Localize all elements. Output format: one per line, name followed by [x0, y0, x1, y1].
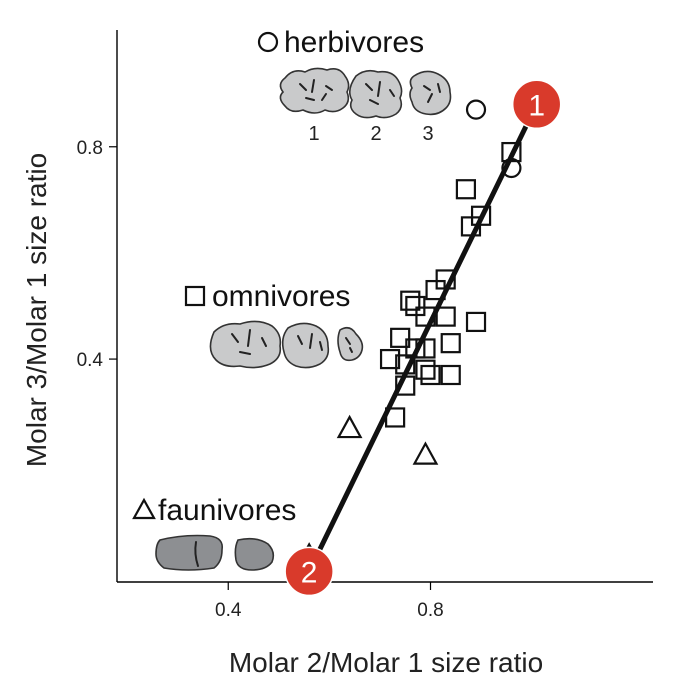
- molar-number-2: 2: [370, 123, 381, 145]
- point-faunivores: [412, 441, 439, 465]
- legend-triangle-marker: [132, 497, 156, 520]
- omnivore-molar-1-icon: [209, 320, 282, 369]
- y-tick-label: 0.8: [77, 138, 103, 159]
- crack-icon: [365, 81, 395, 105]
- molar-number-3: 3: [422, 123, 433, 145]
- herbivore-molar-1-icon: [279, 67, 350, 114]
- trend-endpoint-label: 1: [528, 89, 545, 122]
- trend-endpoint-label: 2: [301, 556, 318, 589]
- point-faunivores: [336, 414, 363, 439]
- point-herbivores: [465, 99, 487, 120]
- x-tick-label: 0.8: [417, 600, 443, 621]
- y-axis-label: Molar 3/Molar 1 size ratio: [21, 153, 52, 467]
- point-omnivores: [379, 348, 401, 370]
- crack-icon: [423, 83, 441, 103]
- point-omnivores: [440, 364, 461, 386]
- point-omnivores: [470, 205, 492, 226]
- point-omnivores: [415, 359, 436, 380]
- crack-icon: [194, 541, 199, 567]
- point-omnivores: [400, 290, 421, 311]
- point-omnivores: [455, 179, 477, 200]
- legend-label-herbivores: herbivores: [284, 26, 424, 59]
- point-omnivores: [465, 311, 487, 333]
- point-omnivores: [420, 364, 441, 386]
- legend-label-faunivores: faunivores: [158, 494, 296, 527]
- point-omnivores: [435, 306, 456, 327]
- herbivore-molar-3-icon: [409, 70, 452, 116]
- omnivore-molar-2-icon: [281, 322, 330, 369]
- x-tick-label: 0.4: [215, 600, 242, 621]
- axes: [116, 30, 653, 583]
- legend-label-omnivores: omnivores: [212, 280, 350, 313]
- crack-icon: [297, 333, 323, 351]
- point-omnivores: [390, 327, 411, 348]
- trend-endpoint-marker: [284, 546, 334, 597]
- crack-icon: [299, 79, 333, 101]
- crack-icon: [231, 329, 267, 355]
- legend-square-marker: [184, 285, 206, 307]
- omnivore-molar-icons: [209, 320, 364, 369]
- faunivore-molar-2-icon: [234, 537, 275, 571]
- legend-faunivores: faunivores: [132, 494, 296, 571]
- herbivore-molar-icons: [279, 67, 452, 119]
- crack-icon: [345, 337, 353, 353]
- molar-number-1: 1: [308, 123, 319, 145]
- legend-omnivores: omnivores: [184, 280, 364, 369]
- legend-herbivores: herbivores 1 2 3: [257, 26, 452, 145]
- trend-line-group: 21: [284, 79, 562, 597]
- faunivore-molar-icons: [155, 534, 275, 571]
- trend-endpoint-marker: [511, 79, 562, 130]
- ticks: 0.4 0.8 0.4 0.8: [77, 138, 444, 621]
- legend-circle-marker: [257, 31, 279, 53]
- herbivore-molar-2-icon: [348, 69, 403, 119]
- y-tick-label: 0.4: [77, 350, 104, 371]
- trend-line: [306, 101, 540, 574]
- data-points: [296, 99, 522, 566]
- point-omnivores: [405, 295, 426, 317]
- faunivore-molar-1-icon: [155, 534, 224, 571]
- x-axis-label: Molar 2/Molar 1 size ratio: [229, 647, 543, 678]
- point-omnivores: [440, 333, 461, 354]
